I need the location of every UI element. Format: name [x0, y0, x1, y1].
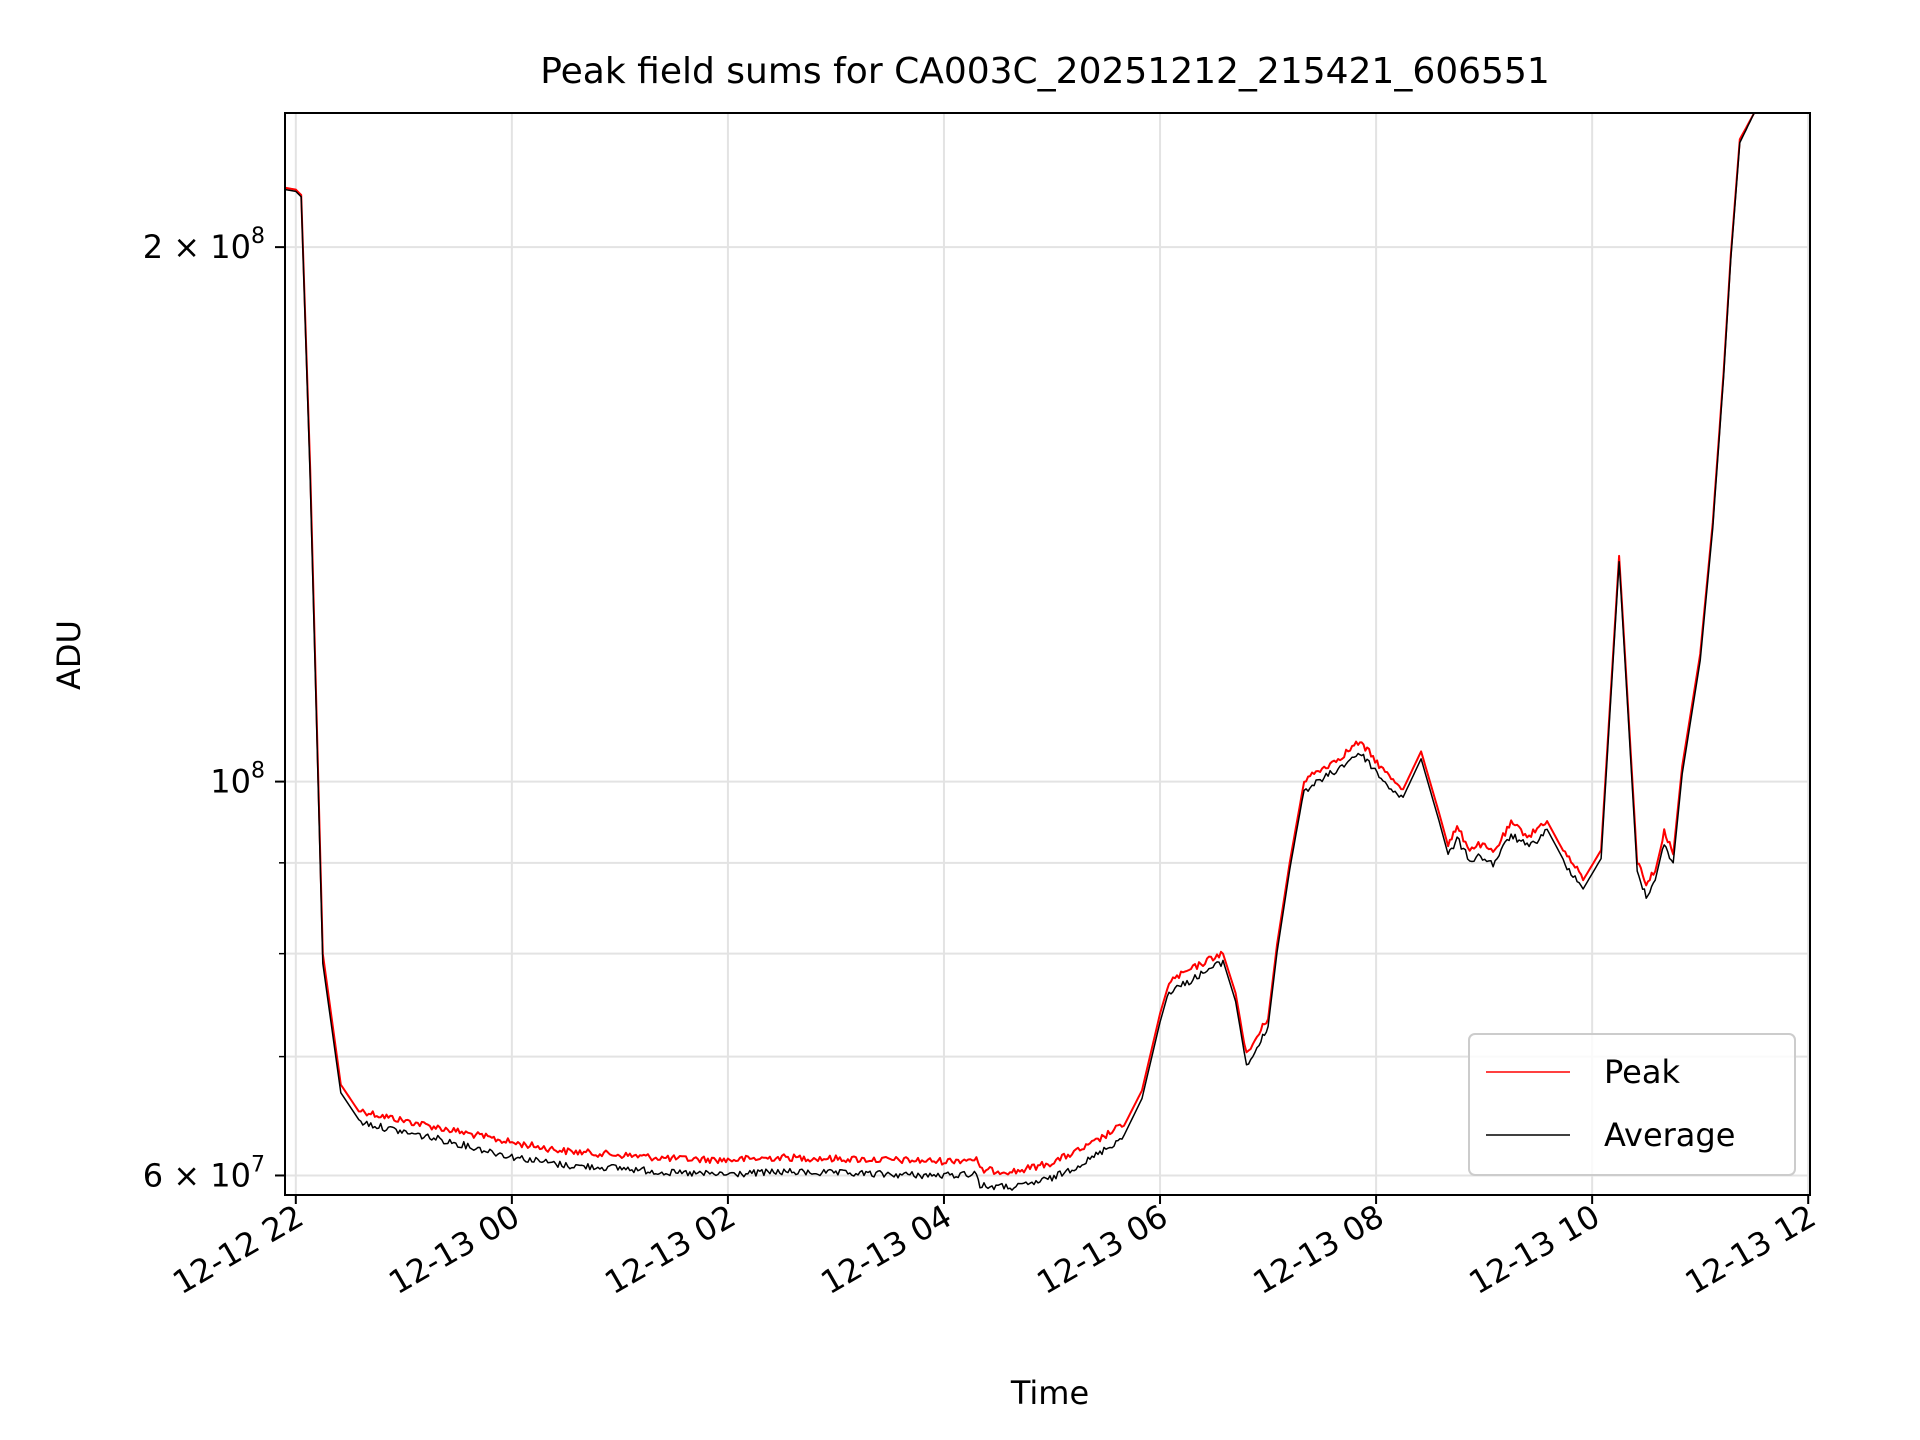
legend-label-peak: Peak — [1604, 1053, 1680, 1091]
legend-label-average: Average — [1604, 1116, 1735, 1154]
x-axis-label: Time — [1010, 1374, 1089, 1412]
series-line-peak — [284, 112, 1809, 1176]
legend-box — [1468, 1033, 1796, 1176]
series-line-average — [284, 112, 1809, 1191]
plot-frame — [284, 112, 1811, 1196]
y-tick-label-0: 6 × 107 — [143, 1152, 265, 1194]
chart-title: Peak field sums for CA003C_20251212_2154… — [540, 51, 1550, 92]
grid-lines — [285, 113, 1810, 1195]
y-tick-label-2: 2 × 108 — [143, 224, 265, 266]
y-axis-label: ADU — [50, 620, 88, 690]
legend: Peak Average — [1468, 1033, 1796, 1176]
y-tick-label-1: 108 — [210, 759, 265, 801]
series-layer — [284, 112, 1809, 1191]
y-axis: 6 × 107 108 2 × 108 — [143, 224, 285, 1194]
